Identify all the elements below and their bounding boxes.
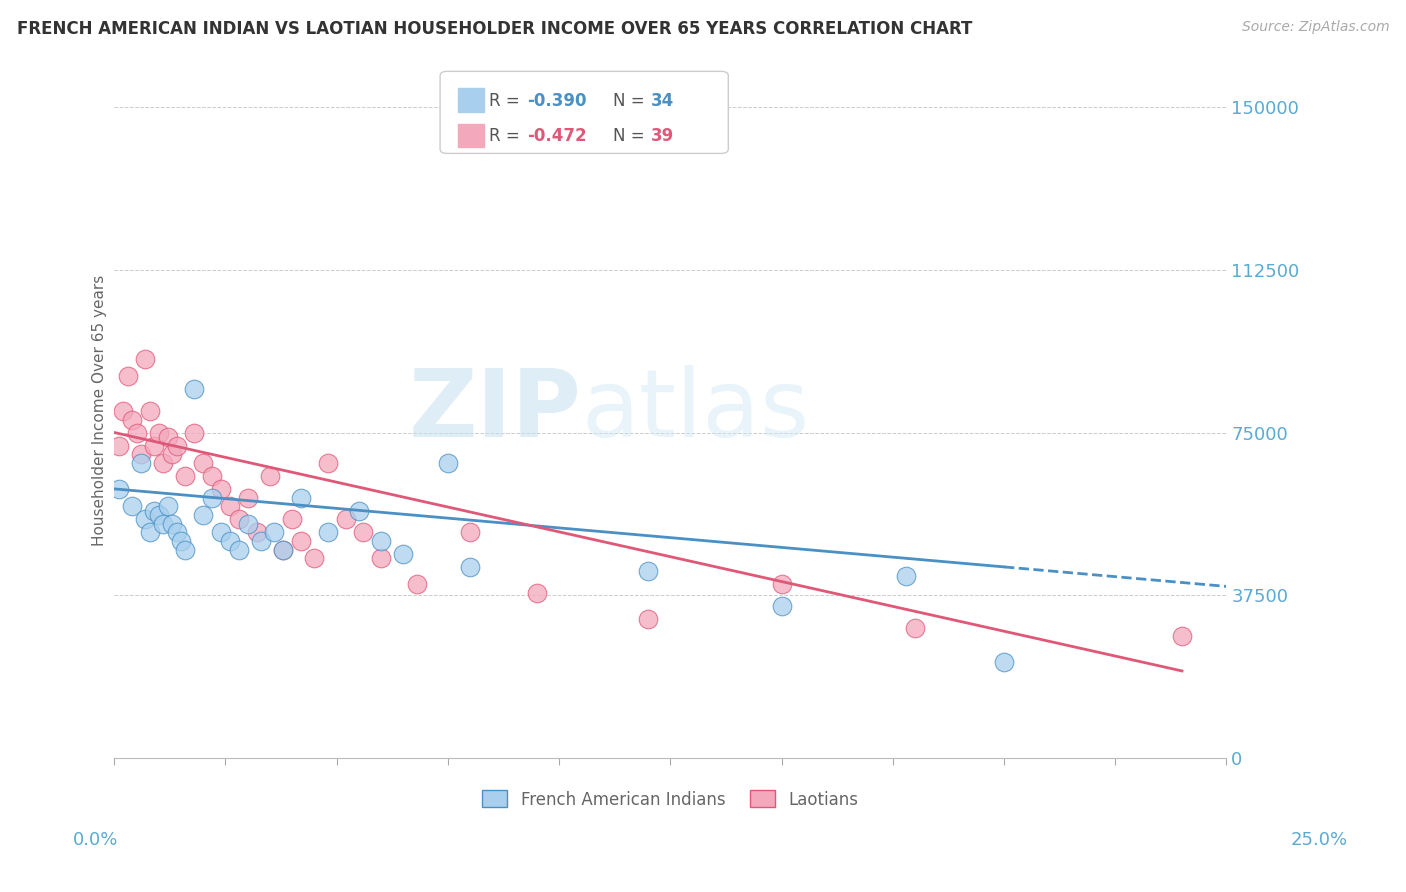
Point (273, 542, 295, 557)
Point (201, 468, 224, 483)
Point (125, 425, 148, 440)
Point (273, 542, 295, 557)
Point (370, 551, 392, 566)
Text: Source: ZipAtlas.com: Source: ZipAtlas.com (1241, 20, 1389, 34)
Point (148, 425, 170, 440)
Point (458, 525, 481, 540)
Point (143, 503, 166, 517)
Point (107, 482, 129, 496)
Point (352, 525, 374, 540)
Point (183, 382, 205, 396)
Point (209, 525, 232, 540)
Point (107, 438, 129, 452)
Text: FRENCH AMERICAN INDIAN VS LAOTIAN HOUSEHOLDER INCOME OVER 65 YEARS CORRELATION C: FRENCH AMERICAN INDIAN VS LAOTIAN HOUSEH… (17, 20, 972, 37)
Point (347, 503, 370, 517)
Point (143, 438, 166, 452)
Text: atlas: atlas (582, 365, 810, 457)
Point (134, 512, 156, 526)
Point (526, 586, 548, 600)
Text: 0.0%: 0.0% (73, 831, 118, 849)
Text: 25.0%: 25.0% (1291, 831, 1347, 849)
Point (160, 447, 183, 461)
Point (437, 456, 460, 470)
Point (170, 533, 193, 548)
Text: ZIP: ZIP (409, 365, 582, 457)
Point (166, 438, 188, 452)
Text: N =: N = (613, 127, 650, 145)
Point (219, 533, 242, 548)
Point (896, 568, 918, 582)
Point (304, 551, 326, 566)
Point (637, 612, 659, 626)
Point (263, 525, 285, 540)
Point (228, 512, 250, 526)
Point (259, 468, 281, 483)
Point (121, 500, 143, 514)
Y-axis label: Householder Income Over 65 years: Householder Income Over 65 years (93, 276, 107, 547)
Point (174, 468, 197, 483)
Point (250, 533, 273, 548)
Point (290, 491, 312, 505)
Point (117, 369, 139, 384)
Text: R =: R = (489, 127, 526, 145)
Point (152, 516, 174, 531)
Point (770, 577, 793, 591)
Point (193, 456, 215, 470)
Point (993, 655, 1015, 669)
Legend: French American Indians, Laotians: French American Indians, Laotians (475, 784, 865, 815)
Text: -0.472: -0.472 (527, 127, 586, 145)
Text: N =: N = (613, 92, 650, 110)
Point (458, 560, 481, 574)
Point (129, 447, 152, 461)
Point (290, 533, 312, 548)
Point (335, 512, 357, 526)
Text: R =: R = (489, 92, 526, 110)
Point (236, 516, 259, 531)
Point (174, 542, 197, 557)
Point (392, 547, 415, 561)
Text: 34: 34 (651, 92, 675, 110)
Point (405, 577, 427, 591)
Point (160, 516, 183, 531)
Point (139, 525, 162, 540)
Point (152, 456, 174, 470)
Point (637, 564, 659, 578)
Point (156, 500, 179, 514)
Text: 39: 39 (651, 127, 675, 145)
Point (209, 482, 232, 496)
Point (236, 491, 259, 505)
Point (316, 525, 339, 540)
Point (148, 508, 170, 522)
Point (219, 500, 242, 514)
Point (156, 430, 179, 444)
Point (134, 351, 156, 366)
Point (201, 491, 224, 505)
Point (281, 512, 304, 526)
Point (129, 456, 152, 470)
Point (370, 533, 392, 548)
Point (770, 599, 793, 613)
Point (193, 508, 215, 522)
Point (112, 404, 135, 418)
Point (121, 412, 143, 426)
Point (166, 525, 188, 540)
Text: -0.390: -0.390 (527, 92, 586, 110)
Point (228, 542, 250, 557)
Point (904, 621, 927, 635)
Point (183, 425, 205, 440)
Point (316, 456, 339, 470)
Point (139, 404, 162, 418)
Point (246, 525, 269, 540)
Point (1171, 629, 1194, 643)
